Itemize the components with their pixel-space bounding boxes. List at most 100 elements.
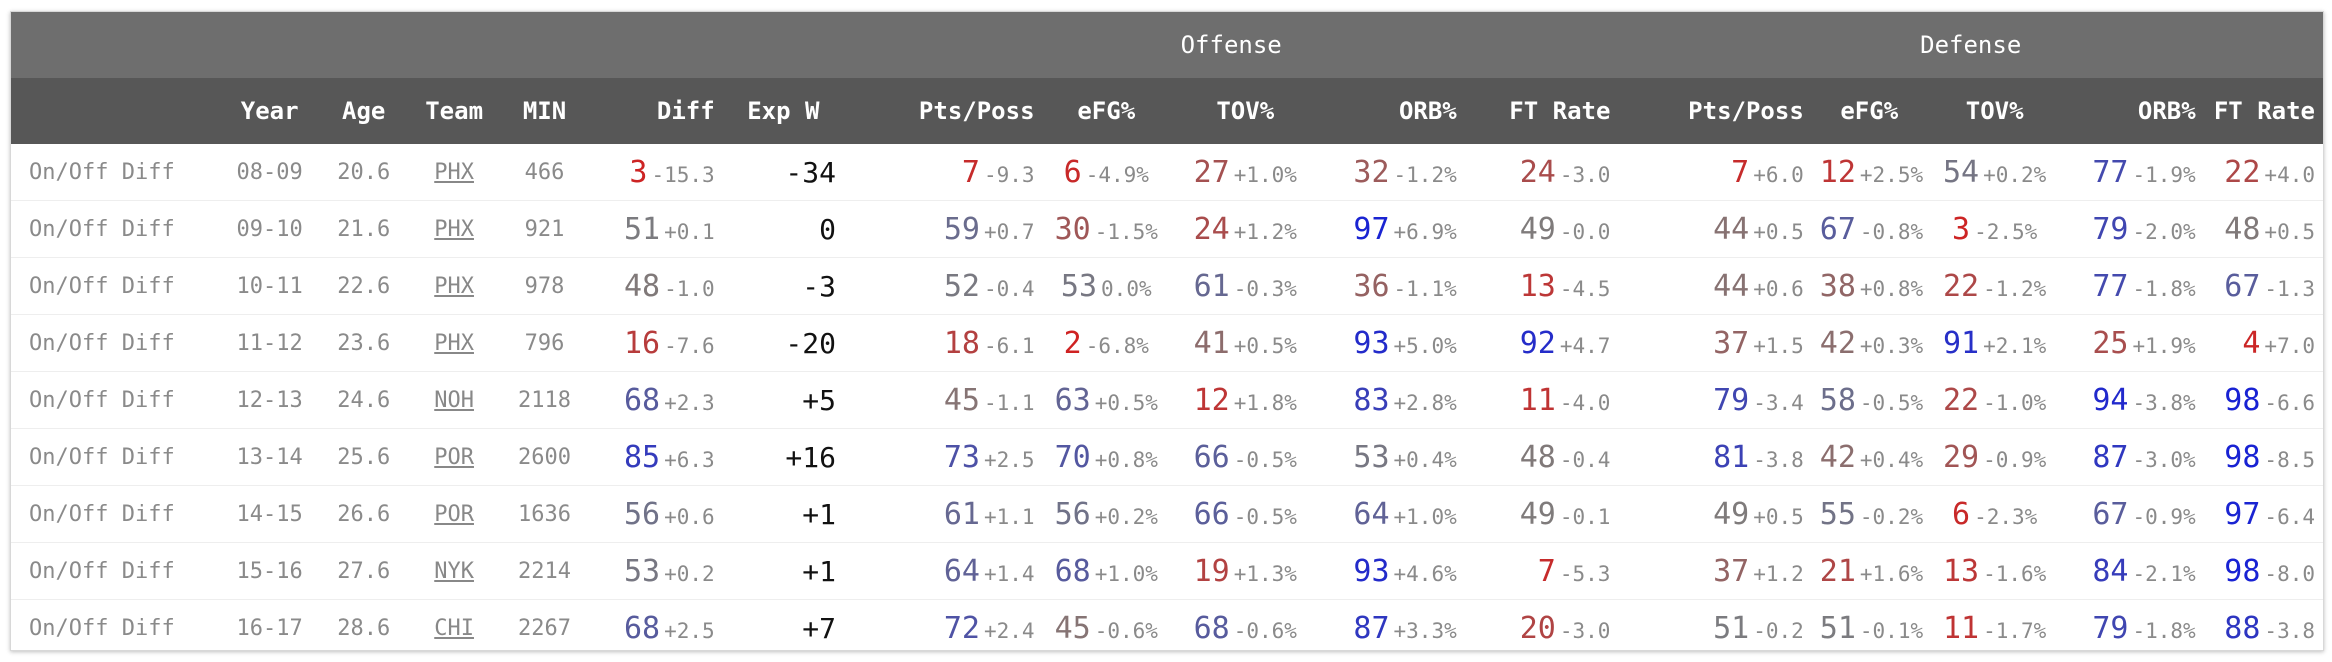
delta-value: +1.0% — [1233, 162, 1297, 187]
percentile-value: 87 — [1353, 610, 1390, 646]
delta-value: -1.8% — [2132, 618, 2196, 643]
off-efg-cell: 56 +0.2% — [1042, 485, 1171, 543]
def-ft-rate-cell: 98 -8.5 — [2203, 428, 2323, 486]
delta-value: -0.3% — [1233, 276, 1297, 301]
delta-value: +1.2 — [1753, 561, 1804, 586]
percentile-value: 37 — [1713, 553, 1750, 589]
def-pts-poss-cell: 81 -3.8 — [1618, 428, 1812, 486]
percentile-value: 36 — [1353, 268, 1390, 304]
off-ft-rate-cell: 49 -0.1 — [1464, 485, 1619, 543]
def-pts-poss-cell: 37 +1.2 — [1618, 542, 1812, 600]
column-header-year: Year — [225, 78, 315, 144]
delta-value: -2.3% — [1974, 504, 2038, 529]
def-pts-poss-cell: 79 -3.4 — [1618, 371, 1812, 429]
delta-value: -1.7% — [1983, 618, 2047, 643]
column-header-off-ft-rate: FT Rate — [1464, 78, 1619, 144]
percentile-value: 13 — [1519, 268, 1556, 304]
delta-value: -0.4 — [1559, 447, 1611, 472]
table-row: On/Off Diff 08-09 20.6 PHX 466 3 -15.3 -34 7 -9.3… — [11, 144, 2323, 201]
team-link[interactable]: NOH — [434, 387, 474, 413]
delta-value: +0.5% — [1094, 390, 1158, 415]
team-link[interactable]: CHI — [434, 615, 474, 641]
column-header-min: MIN — [494, 78, 595, 144]
diff-cell: 51 +0.1 — [594, 200, 723, 258]
percentile-value: 88 — [2224, 610, 2261, 646]
team-cell: PHX — [413, 257, 495, 315]
off-efg-cell: 68 +1.0% — [1042, 542, 1171, 600]
def-orb-cell: 79 -2.0% — [2062, 200, 2204, 258]
delta-value: +2.3 — [664, 390, 715, 415]
delta-value: -8.0 — [2264, 561, 2315, 586]
off-orb-cell: 64 +1.0% — [1320, 485, 1465, 543]
off-pts-poss-cell: 61 +1.1 — [843, 485, 1043, 543]
column-header-def-pts-poss: Pts/Poss — [1618, 78, 1812, 144]
def-tov-cell: 29 -0.9% — [1926, 428, 2063, 486]
def-pts-poss-cell: 37 +1.5 — [1618, 314, 1812, 372]
percentile-value: 12 — [1193, 382, 1230, 418]
delta-value: -0.1 — [1559, 504, 1611, 529]
column-header-def-orb: ORB% — [2062, 78, 2204, 144]
percentile-value: 59 — [943, 211, 980, 247]
percentile-value: 42 — [1819, 325, 1856, 361]
delta-value: -6.1 — [983, 333, 1035, 358]
percentile-value: 3 — [629, 154, 648, 190]
off-pts-poss-cell: 73 +2.5 — [843, 428, 1043, 486]
team-link[interactable]: PHX — [434, 216, 474, 242]
team-link[interactable]: NYK — [434, 558, 474, 584]
off-efg-cell: 2 -6.8% — [1042, 314, 1171, 372]
min-cell: 978 — [494, 257, 595, 315]
def-efg-cell: 42 +0.4% — [1811, 428, 1927, 486]
def-orb-cell: 87 -3.0% — [2062, 428, 2204, 486]
delta-value: +0.8% — [1859, 276, 1924, 301]
percentile-value: 29 — [1942, 439, 1980, 475]
delta-value: -5.3 — [1559, 561, 1611, 586]
percentile-value: 67 — [2092, 496, 2129, 532]
delta-value: -0.6% — [1094, 618, 1158, 643]
percentile-value: 67 — [1819, 211, 1856, 247]
column-header-team: Team — [413, 78, 495, 144]
percentile-value: 77 — [2092, 154, 2129, 190]
row-label: On/Off Diff — [11, 371, 226, 429]
percentile-value: 45 — [943, 382, 980, 418]
delta-value: -3.8 — [1753, 447, 1804, 472]
column-header-off-efg: eFG% — [1042, 78, 1171, 144]
delta-value: -2.1% — [2132, 561, 2196, 586]
percentile-value: 11 — [1942, 610, 1980, 646]
team-link[interactable]: PHX — [434, 159, 474, 185]
percentile-value: 2 — [1063, 325, 1082, 361]
delta-value: +2.5 — [664, 618, 715, 643]
def-ft-rate-cell: 4 +7.0 — [2203, 314, 2323, 372]
column-header-def-efg: eFG% — [1811, 78, 1927, 144]
def-ft-rate-cell: 67 -1.3 — [2203, 257, 2323, 315]
team-link[interactable]: POR — [434, 444, 474, 470]
delta-value: -1.5% — [1094, 219, 1158, 244]
percentile-value: 54 — [1942, 154, 1980, 190]
percentile-value: 93 — [1353, 553, 1390, 589]
row-label: On/Off Diff — [11, 257, 226, 315]
diff-cell: 53 +0.2 — [594, 542, 723, 600]
delta-value: -8.5 — [2264, 447, 2315, 472]
delta-value: -0.1% — [1859, 618, 1924, 643]
delta-value: -9.3 — [983, 162, 1035, 187]
row-label: On/Off Diff — [11, 200, 226, 258]
percentile-value: 44 — [1713, 211, 1750, 247]
off-ft-rate-cell: 11 -4.0 — [1464, 371, 1619, 429]
delta-value: -3.8 — [2264, 618, 2315, 643]
def-pts-poss-cell: 51 -0.2 — [1618, 600, 1811, 651]
team-link[interactable]: POR — [434, 501, 474, 527]
delta-value: -1.2% — [1393, 162, 1457, 187]
delta-value: +0.2 — [664, 561, 715, 586]
off-efg-cell: 63 +0.5% — [1042, 371, 1171, 429]
percentile-value: 37 — [1713, 325, 1750, 361]
percentile-value: 98 — [2224, 553, 2261, 589]
team-link[interactable]: PHX — [434, 273, 474, 299]
off-orb-cell: 32 -1.2% — [1320, 144, 1465, 201]
team-cell: CHI — [413, 600, 495, 651]
delta-value: 0.0% — [1101, 276, 1152, 301]
delta-value: +2.1% — [1983, 333, 2047, 358]
team-link[interactable]: PHX — [434, 330, 474, 356]
delta-value: -1.2% — [1983, 276, 2047, 301]
table-body: On/Off Diff 08-09 20.6 PHX 466 3 -15.3 -34 7 -9.3… — [11, 144, 2323, 651]
off-pts-poss-cell: 59 +0.7 — [843, 200, 1043, 258]
percentile-value: 22 — [1942, 382, 1980, 418]
